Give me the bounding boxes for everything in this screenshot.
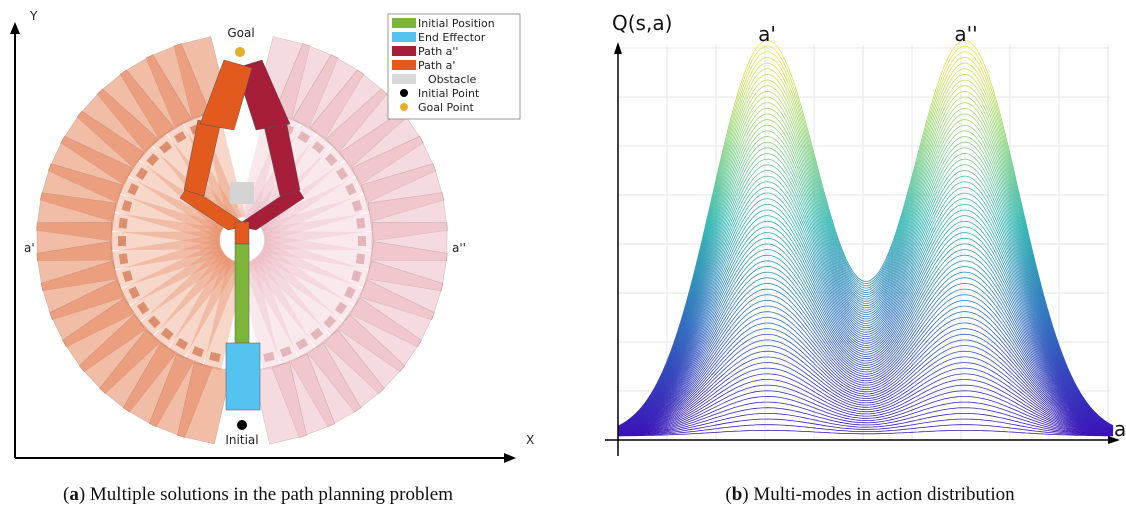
initial-point xyxy=(237,420,247,430)
legend: Initial Position End Effector Path a'' P… xyxy=(388,14,520,119)
peak-label-left: a' xyxy=(758,22,776,46)
legend-swatch xyxy=(400,103,408,111)
distribution-curves xyxy=(618,40,1113,436)
x-axis-label: a xyxy=(1114,417,1126,441)
curve xyxy=(618,40,1113,426)
legend-label: Goal Point xyxy=(418,101,475,114)
goal-point xyxy=(235,47,245,57)
caption-text: ) Multiple solutions in the path plannin… xyxy=(79,484,453,505)
joint-mark xyxy=(118,236,126,246)
joint-mark xyxy=(356,253,365,264)
caption-label: a xyxy=(69,484,79,505)
initial-label: Initial xyxy=(225,433,258,447)
x-arrow xyxy=(504,453,516,463)
legend-swatch xyxy=(392,74,416,84)
legend-label: Path a'' xyxy=(418,45,458,58)
legend-label: Path a' xyxy=(418,59,455,72)
legend-swatch xyxy=(392,60,416,70)
caption-text: ) Multi-modes in action distribution xyxy=(742,484,1015,505)
joint-mark xyxy=(119,218,128,229)
figure: Y X a' a'' Goal Initial Initial Position… xyxy=(0,0,1126,511)
caption-b: (b) Multi-modes in action distribution xyxy=(725,484,1015,505)
arm-joint xyxy=(235,222,249,244)
joint-mark xyxy=(358,236,366,246)
x-axis-label: X xyxy=(526,433,534,447)
initial-position-link xyxy=(235,244,249,344)
legend-swatch xyxy=(392,32,416,42)
joint-mark xyxy=(119,253,128,264)
legend-swatch xyxy=(392,46,416,56)
legend-swatch xyxy=(392,18,416,28)
legend-swatch xyxy=(400,89,408,97)
end-effector xyxy=(226,343,260,410)
goal-label: Goal xyxy=(227,26,254,40)
y-arrow xyxy=(10,22,20,34)
page: {"panel_a": {"axis_y": "Y", "axis_x": "X… xyxy=(0,0,1126,511)
peak-label-right: a'' xyxy=(954,22,977,46)
caption-label: b xyxy=(732,484,743,505)
curve xyxy=(618,120,1113,429)
caption-a: (a) Multiple solutions in the path plann… xyxy=(63,484,453,505)
y-axis-label: Y xyxy=(29,9,38,23)
legend-label: End Effector xyxy=(418,31,486,44)
legend-label: Obstacle xyxy=(428,73,477,86)
legend-label: Initial Position xyxy=(418,17,495,30)
obstacle xyxy=(230,182,254,204)
joint-mark xyxy=(356,218,365,229)
path-label-left: a' xyxy=(24,241,35,255)
path-label-right: a'' xyxy=(452,241,466,255)
legend-label: Initial Point xyxy=(418,87,480,100)
y-axis-label: Q(s,a) xyxy=(612,11,672,35)
